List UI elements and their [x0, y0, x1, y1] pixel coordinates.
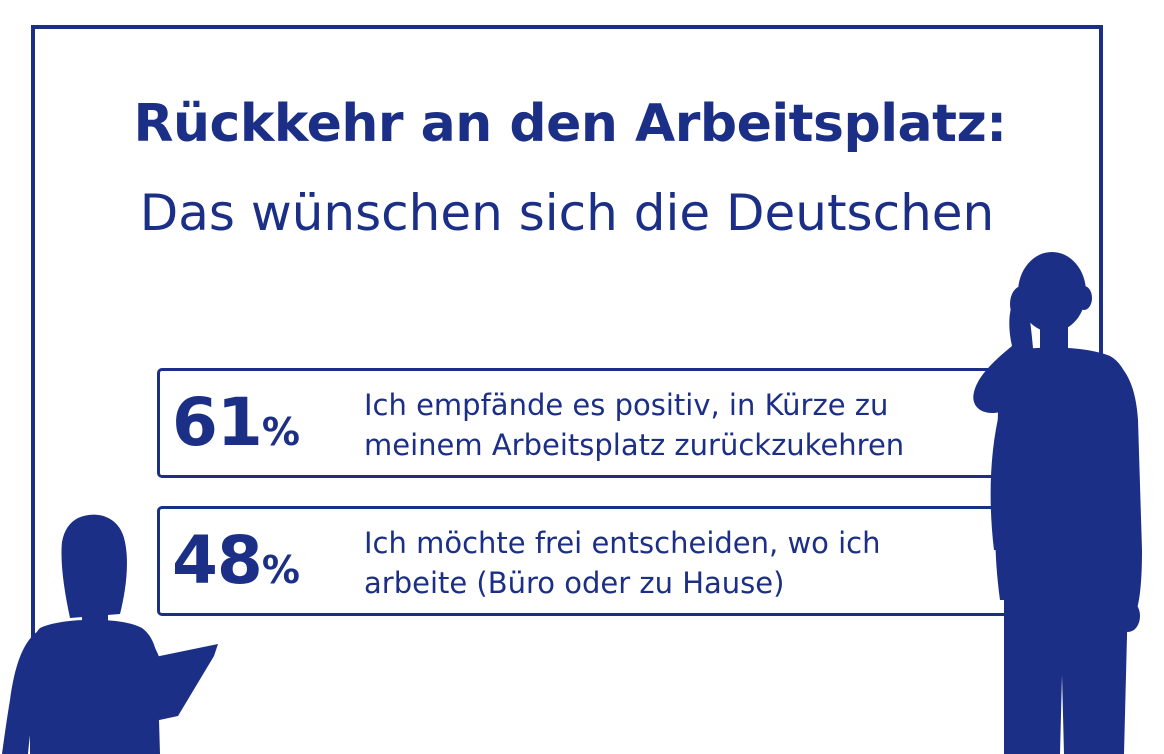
stat-description: Ich möchte frei entscheiden, wo ich arbe…: [364, 523, 984, 603]
man-on-phone-silhouette: [973, 252, 1142, 754]
stat-description: Ich empfände es positiv, in Kürze zu mei…: [364, 385, 984, 465]
stat-number: 61: [172, 384, 263, 461]
stat-description-line: meinem Arbeitsplatz zurückzukehren: [364, 428, 905, 462]
headline-subtitle: Das wünschen sich die Deutschen: [139, 184, 995, 242]
stat-box-free-choice: 48% Ich möchte frei entscheiden, wo ich …: [157, 506, 1019, 616]
woman-with-tablet-silhouette: [2, 514, 218, 754]
stat-description-line: Ich möchte frei entscheiden, wo ich: [364, 526, 881, 560]
headline-title: Rückkehr an den Arbeitsplatz:: [133, 94, 1007, 154]
stat-value: 48%: [172, 519, 300, 612]
stat-percent-sign: %: [261, 410, 300, 454]
stat-box-positive-return: 61% Ich empfände es positiv, in Kürze zu…: [157, 368, 1019, 478]
stat-percent-sign: %: [261, 548, 300, 592]
stat-value: 61%: [172, 381, 300, 474]
stat-description-line: arbeite (Büro oder zu Hause): [364, 566, 785, 600]
stat-number: 48: [172, 522, 263, 599]
stat-description-line: Ich empfände es positiv, in Kürze zu: [364, 388, 889, 422]
